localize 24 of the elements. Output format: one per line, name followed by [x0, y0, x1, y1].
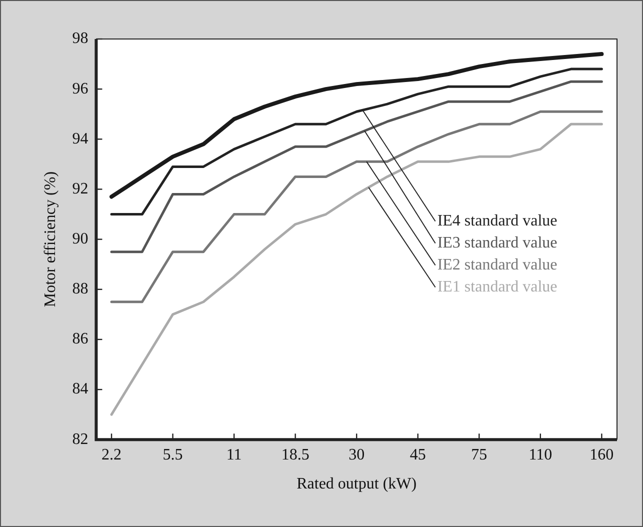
x-tick-label: 45 [410, 446, 426, 464]
x-tick-label: 75 [471, 446, 488, 464]
y-tick-label: 84 [72, 380, 88, 398]
x-axis-title: Rated output (kW) [296, 476, 417, 493]
x-tick-label: 11 [226, 446, 242, 464]
y-tick-label: 92 [72, 180, 88, 198]
y-tick-label: 96 [72, 80, 88, 98]
x-tick-label: 18.5 [281, 446, 310, 464]
x-tick-label: 2.2 [102, 446, 122, 464]
text: IE3 standard value [437, 234, 558, 252]
y-tick-label: 88 [72, 280, 88, 298]
y-tick-label: 98 [72, 30, 88, 48]
text: IE4 standard value [437, 212, 558, 230]
y-tick-label: 82 [72, 430, 88, 448]
text: IE2 standard value [437, 256, 558, 274]
y-tick-label: 94 [72, 130, 88, 148]
text: IE1 standard value [437, 278, 558, 296]
y-tick-label: 90 [72, 230, 88, 248]
x-tick-label: 30 [348, 446, 365, 464]
x-tick-label: 5.5 [162, 446, 183, 464]
y-tick-label: 86 [72, 330, 88, 348]
x-tick-label: 160 [590, 446, 614, 464]
x-tick-label: 110 [528, 446, 552, 464]
y-axis-title: Motor efficiency (%) [42, 171, 59, 308]
